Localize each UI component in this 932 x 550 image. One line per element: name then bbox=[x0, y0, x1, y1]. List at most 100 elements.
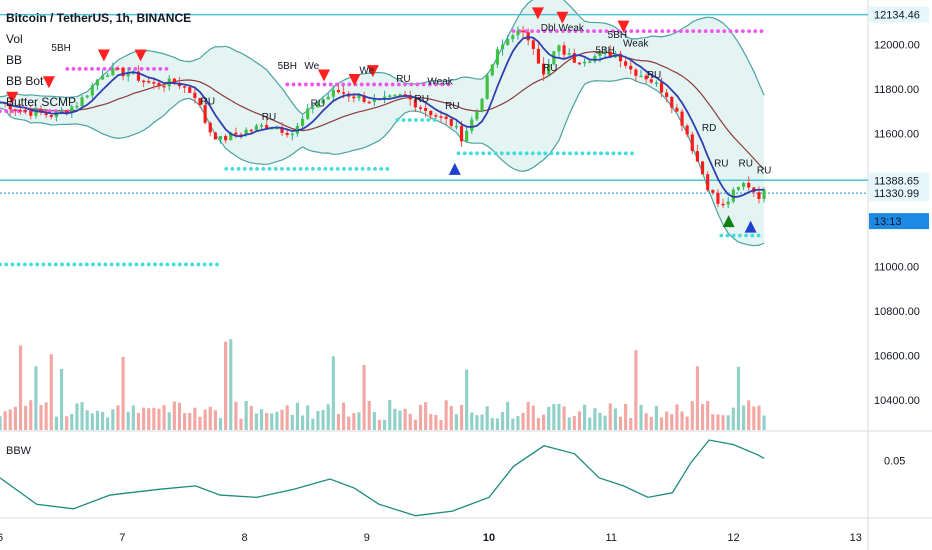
candle-body[interactable] bbox=[372, 98, 376, 102]
candle-body[interactable] bbox=[634, 69, 638, 76]
candle-body[interactable] bbox=[285, 132, 289, 136]
candle-body[interactable] bbox=[116, 68, 120, 70]
candle-body[interactable] bbox=[649, 79, 653, 83]
candle-body[interactable] bbox=[13, 109, 17, 111]
candle-body[interactable] bbox=[465, 130, 469, 142]
candle-body[interactable] bbox=[111, 68, 115, 76]
candle-body[interactable] bbox=[418, 107, 423, 109]
candle-body[interactable] bbox=[741, 182, 746, 187]
candle-body[interactable] bbox=[644, 75, 648, 80]
candle-body[interactable] bbox=[393, 94, 397, 97]
candle-body[interactable] bbox=[516, 30, 520, 36]
candle-body[interactable] bbox=[44, 112, 48, 116]
buy-signal-marker[interactable] bbox=[722, 215, 735, 228]
candle-body[interactable] bbox=[700, 161, 705, 175]
candle-body[interactable] bbox=[711, 189, 715, 193]
candle-body[interactable] bbox=[383, 96, 387, 99]
candle-body[interactable] bbox=[629, 65, 633, 70]
sell-signal-marker[interactable] bbox=[366, 65, 379, 78]
candle-body[interactable] bbox=[511, 35, 515, 40]
candle-body[interactable] bbox=[357, 95, 361, 99]
candle-body[interactable] bbox=[49, 115, 53, 117]
candle-body[interactable] bbox=[542, 63, 546, 75]
candle-body[interactable] bbox=[388, 95, 392, 97]
candle-body[interactable] bbox=[439, 116, 443, 118]
candle-body[interactable] bbox=[577, 62, 582, 65]
candle-body[interactable] bbox=[321, 99, 325, 104]
candle-body[interactable] bbox=[352, 96, 356, 99]
buy-signal-marker[interactable] bbox=[448, 162, 461, 175]
candle-body[interactable] bbox=[18, 110, 23, 112]
candle-body[interactable] bbox=[59, 110, 64, 113]
bbw-pane-label[interactable]: BBW bbox=[6, 445, 32, 457]
indicator-butter-scmp[interactable]: Butter SCMP bbox=[6, 95, 77, 109]
candle-body[interactable] bbox=[583, 61, 587, 64]
candle-body[interactable] bbox=[480, 98, 484, 112]
candle-body[interactable] bbox=[331, 89, 335, 97]
indicator-bb[interactable]: BB bbox=[6, 53, 23, 67]
candle-body[interactable] bbox=[429, 110, 433, 116]
candle-body[interactable] bbox=[562, 45, 566, 55]
candle-body[interactable] bbox=[506, 39, 510, 45]
sell-signal-marker[interactable] bbox=[348, 74, 361, 86]
candle-body[interactable] bbox=[654, 82, 658, 84]
candle-body[interactable] bbox=[193, 92, 197, 99]
candle-body[interactable] bbox=[8, 103, 12, 110]
candle-body[interactable] bbox=[659, 82, 664, 93]
candle-body[interactable] bbox=[716, 192, 720, 204]
candle-body[interactable] bbox=[342, 92, 346, 94]
candle-body[interactable] bbox=[336, 89, 341, 93]
candle-body[interactable] bbox=[685, 125, 689, 135]
candle-body[interactable] bbox=[706, 174, 710, 190]
candle-body[interactable] bbox=[213, 132, 217, 140]
candle-body[interactable] bbox=[147, 80, 151, 83]
candle-body[interactable] bbox=[531, 40, 535, 49]
candle-body[interactable] bbox=[470, 119, 474, 131]
candle-body[interactable] bbox=[408, 95, 412, 100]
candle-body[interactable] bbox=[424, 107, 428, 111]
indicator-bb-bot[interactable]: BB Bot bbox=[6, 74, 44, 88]
candle-body[interactable] bbox=[306, 108, 310, 119]
candle-body[interactable] bbox=[136, 71, 141, 81]
candle-body[interactable] bbox=[598, 52, 602, 56]
candle-body[interactable] bbox=[203, 105, 207, 123]
indicator-vol[interactable]: Vol bbox=[6, 32, 23, 46]
candle-body[interactable] bbox=[188, 87, 192, 93]
candle-body[interactable] bbox=[198, 98, 202, 106]
candle-body[interactable] bbox=[259, 125, 264, 127]
candle-body[interactable] bbox=[142, 80, 146, 83]
sell-signal-marker[interactable] bbox=[97, 49, 110, 62]
candle-body[interactable] bbox=[639, 75, 643, 78]
candle-body[interactable] bbox=[280, 127, 284, 133]
candle-body[interactable] bbox=[162, 85, 166, 88]
candle-body[interactable] bbox=[736, 186, 741, 190]
candle-body[interactable] bbox=[726, 201, 730, 205]
candle-body[interactable] bbox=[183, 86, 187, 88]
candle-body[interactable] bbox=[290, 133, 294, 136]
candle-body[interactable] bbox=[157, 82, 161, 86]
candle-body[interactable] bbox=[362, 95, 366, 102]
candle-body[interactable] bbox=[675, 107, 679, 112]
candle-body[interactable] bbox=[572, 53, 576, 63]
sell-signal-marker[interactable] bbox=[42, 76, 55, 89]
candle-body[interactable] bbox=[29, 111, 33, 116]
candle-body[interactable] bbox=[444, 116, 448, 119]
candle-body[interactable] bbox=[665, 92, 669, 97]
candle-body[interactable] bbox=[459, 125, 464, 142]
candle-body[interactable] bbox=[70, 106, 74, 113]
candle-body[interactable] bbox=[265, 125, 269, 129]
candle-body[interactable] bbox=[224, 136, 228, 141]
candle-body[interactable] bbox=[449, 118, 453, 126]
candle-body[interactable] bbox=[244, 129, 248, 135]
buy-signal-marker[interactable] bbox=[744, 220, 757, 233]
candle-body[interactable] bbox=[234, 132, 238, 135]
candle-body[interactable] bbox=[747, 182, 751, 188]
candle-body[interactable] bbox=[249, 129, 253, 132]
sell-signal-marker[interactable] bbox=[617, 20, 630, 33]
candle-body[interactable] bbox=[54, 112, 58, 117]
candle-body[interactable] bbox=[680, 111, 684, 126]
sell-signal-marker[interactable] bbox=[531, 7, 544, 20]
candle-body[interactable] bbox=[254, 125, 258, 131]
candle-body[interactable] bbox=[521, 30, 525, 33]
